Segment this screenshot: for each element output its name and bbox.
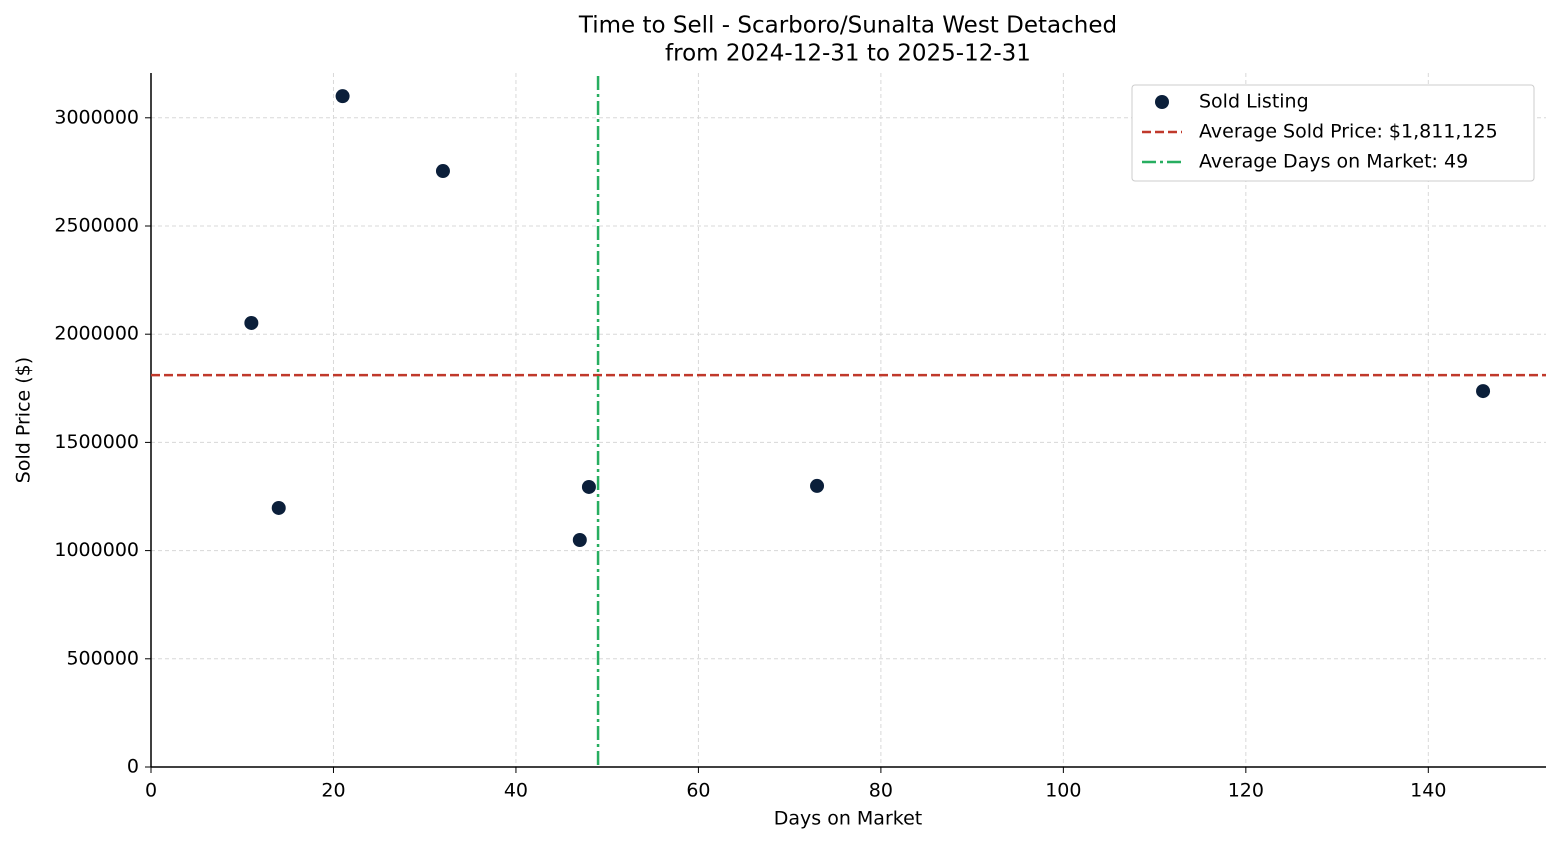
point <box>335 89 350 104</box>
point <box>572 532 587 547</box>
y-tick-label: 1000000 <box>54 539 139 561</box>
y-tick-label: 500000 <box>66 647 139 669</box>
x-tick-label: 60 <box>686 780 710 802</box>
point <box>581 479 596 494</box>
y-axis-label: Sold Price ($) <box>13 357 35 483</box>
x-tick-label: 120 <box>1228 780 1264 802</box>
x-tick-label: 40 <box>504 780 528 802</box>
x-tick-label: 80 <box>869 780 893 802</box>
x-tick-label: 20 <box>321 780 345 802</box>
chart-subtitle: from 2024-12-31 to 2025-12-31 <box>665 41 1031 67</box>
point <box>1476 384 1491 399</box>
x-tick-label: 140 <box>1410 780 1446 802</box>
legend-label: Sold Listing <box>1199 91 1309 113</box>
y-tick-label: 3000000 <box>54 106 139 128</box>
point <box>244 315 259 330</box>
y-tick-label: 2000000 <box>54 323 139 345</box>
y-tick-label: 2500000 <box>54 214 139 236</box>
point <box>435 164 450 179</box>
legend-label: Average Sold Price: $1,811,125 <box>1199 121 1498 143</box>
chart-title: Time to Sell - Scarboro/Sunalta West Det… <box>578 13 1117 39</box>
point <box>810 478 825 493</box>
y-tick-label: 1500000 <box>54 431 139 453</box>
point <box>271 500 286 515</box>
x-tick-label: 0 <box>145 780 157 802</box>
legend-box <box>1131 84 1535 182</box>
legend-marker <box>1155 95 1169 109</box>
y-tick-label: 0 <box>127 756 139 778</box>
x-tick-label: 100 <box>1045 780 1081 802</box>
legend-label: Average Days on Market: 49 <box>1199 151 1468 173</box>
x-axis-label: Days on Market <box>774 808 922 830</box>
